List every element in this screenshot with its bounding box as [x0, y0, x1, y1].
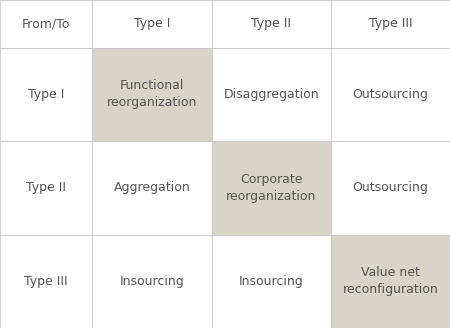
Text: Type I: Type I	[28, 88, 64, 101]
Text: Type III: Type III	[369, 17, 412, 30]
Bar	[0, 48, 92, 141]
Bar	[0, 141, 92, 235]
Bar	[331, 0, 450, 48]
Text: Type III: Type III	[24, 275, 68, 288]
Bar	[212, 141, 331, 235]
Bar	[331, 235, 450, 328]
Text: Type II: Type II	[26, 181, 66, 194]
Bar	[92, 0, 212, 48]
Text: Type I: Type I	[134, 17, 170, 30]
Bar	[331, 141, 450, 235]
Text: Value net
reconfiguration: Value net reconfiguration	[342, 266, 438, 296]
Text: Aggregation: Aggregation	[113, 181, 190, 194]
Text: Type II: Type II	[251, 17, 291, 30]
Text: Outsourcing: Outsourcing	[352, 181, 428, 194]
Text: From/To: From/To	[22, 17, 70, 30]
Bar	[331, 48, 450, 141]
Bar	[92, 141, 212, 235]
Bar	[92, 48, 212, 141]
Text: Functional
reorganization: Functional reorganization	[107, 79, 197, 109]
Text: Insourcing: Insourcing	[239, 275, 303, 288]
Text: Disaggregation: Disaggregation	[223, 88, 319, 101]
Bar	[212, 48, 331, 141]
Text: Outsourcing: Outsourcing	[352, 88, 428, 101]
Bar	[92, 235, 212, 328]
Bar	[0, 235, 92, 328]
Bar	[212, 235, 331, 328]
Bar	[212, 0, 331, 48]
Text: Corporate
reorganization: Corporate reorganization	[226, 173, 316, 203]
Text: Insourcing: Insourcing	[120, 275, 184, 288]
Bar	[0, 0, 92, 48]
